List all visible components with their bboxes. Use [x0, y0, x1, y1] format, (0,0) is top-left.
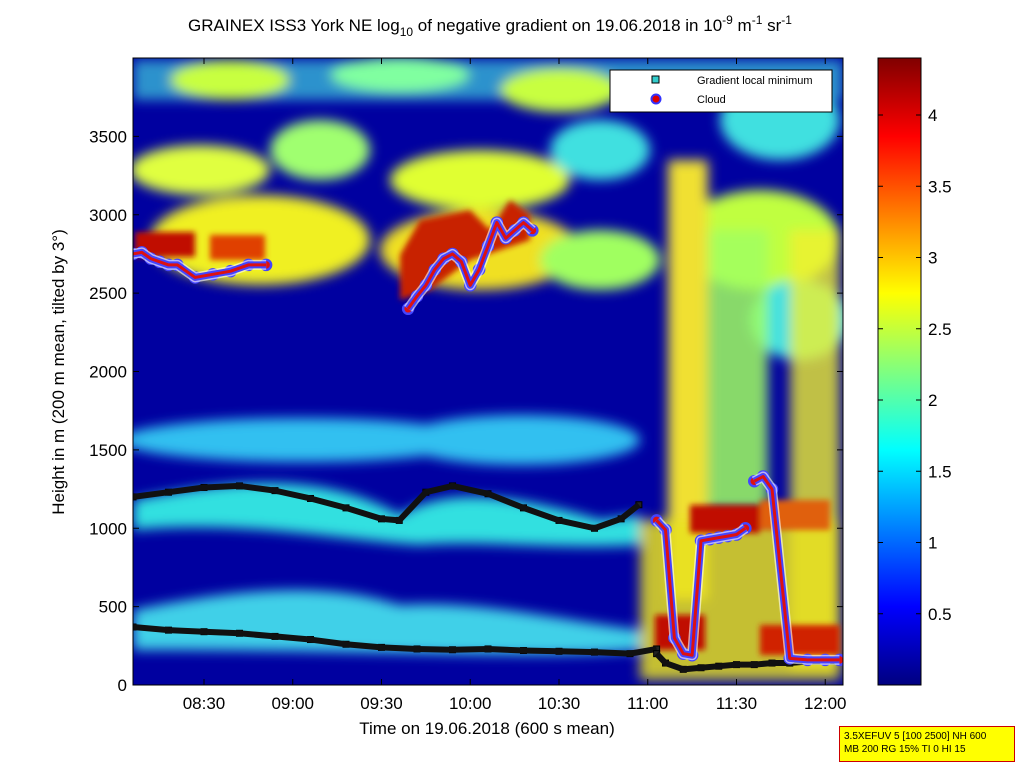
cloud-trace-core [406, 221, 534, 310]
cloud-trace-core [655, 519, 747, 657]
y-tick-label: 2500 [89, 284, 127, 303]
legend-marker-cloud [650, 93, 662, 105]
colorbar-tick-label: 0.5 [928, 605, 952, 624]
colorbar-tick-label: 3 [928, 249, 937, 268]
heatmap-area [133, 58, 843, 685]
series-layer [133, 216, 843, 673]
y-tick-label: 2000 [89, 363, 127, 382]
cloud-series [650, 514, 752, 662]
gradient-minimum-trace [133, 482, 641, 532]
info-box: 3.5XEFUV 5 [100 2500] NH 600 MB 200 RG 1… [839, 726, 1015, 762]
legend: Gradient local minimum Cloud [609, 69, 833, 113]
x-tick-label: 12:00 [804, 694, 847, 713]
cloud-trace-core [753, 475, 840, 662]
x-tick-label: 11:30 [716, 694, 757, 713]
y-tick-label: 0 [118, 676, 127, 695]
cloud-series [133, 246, 273, 284]
y-tick-label: 3000 [89, 206, 127, 225]
x-tick-label: 09:00 [271, 694, 314, 713]
gradient-minimum-trace [133, 624, 658, 657]
colorbar-ticks: 0.5 1 1.5 2 2.5 3 3.5 4 [878, 106, 952, 624]
colorbar-tick-label: 3.5 [928, 177, 952, 196]
cloud-trace-core [133, 250, 267, 279]
info-line-1: 3.5XEFUV 5 [100 2500] NH 600 [844, 731, 987, 742]
colorbar-tick-label: 1.5 [928, 462, 952, 481]
legend-label-gradient-minimum: Gradient local minimum [697, 75, 813, 87]
x-tick-label: 09:30 [360, 694, 403, 713]
info-line-2: MB 200 RG 15% TI 0 HI 15 [844, 744, 966, 755]
colorbar-tick-label: 2 [928, 391, 937, 410]
x-tick-label: 08:30 [183, 694, 226, 713]
x-axis: 08:30 09:00 09:30 10:00 10:30 11:00 11:30 12:00 [183, 58, 847, 713]
x-tick-label: 10:30 [538, 694, 581, 713]
colorbar-tick-label: 1 [928, 534, 937, 553]
gradient-minimum-series [133, 623, 661, 658]
y-tick-label: 1500 [89, 441, 127, 460]
chart-title: GRAINEX ISS3 York NE log10 of negative g… [188, 13, 792, 39]
legend-marker-gradient-minimum [651, 75, 660, 84]
y-tick-label: 1000 [89, 519, 127, 538]
cloud-series [401, 216, 539, 316]
gradient-minimum-series [133, 482, 643, 532]
y-tick-label: 3500 [89, 127, 127, 146]
colorbar [877, 57, 922, 686]
colorbar-tick-label: 4 [928, 106, 937, 125]
x-axis-label: Time on 19.06.2018 (600 s mean) [359, 719, 614, 738]
colorbar-tick-label: 2.5 [928, 320, 952, 339]
y-tick-label: 500 [99, 598, 127, 617]
x-tick-label: 11:00 [627, 694, 668, 713]
y-axis-label: Height in m (200 m mean, tilted by 3°) [49, 229, 68, 515]
cloud-series [748, 470, 843, 667]
legend-label-cloud: Cloud [697, 94, 726, 106]
x-tick-label: 10:00 [449, 694, 492, 713]
y-axis: 0 500 1000 1500 2000 2500 3000 3500 [89, 127, 843, 695]
